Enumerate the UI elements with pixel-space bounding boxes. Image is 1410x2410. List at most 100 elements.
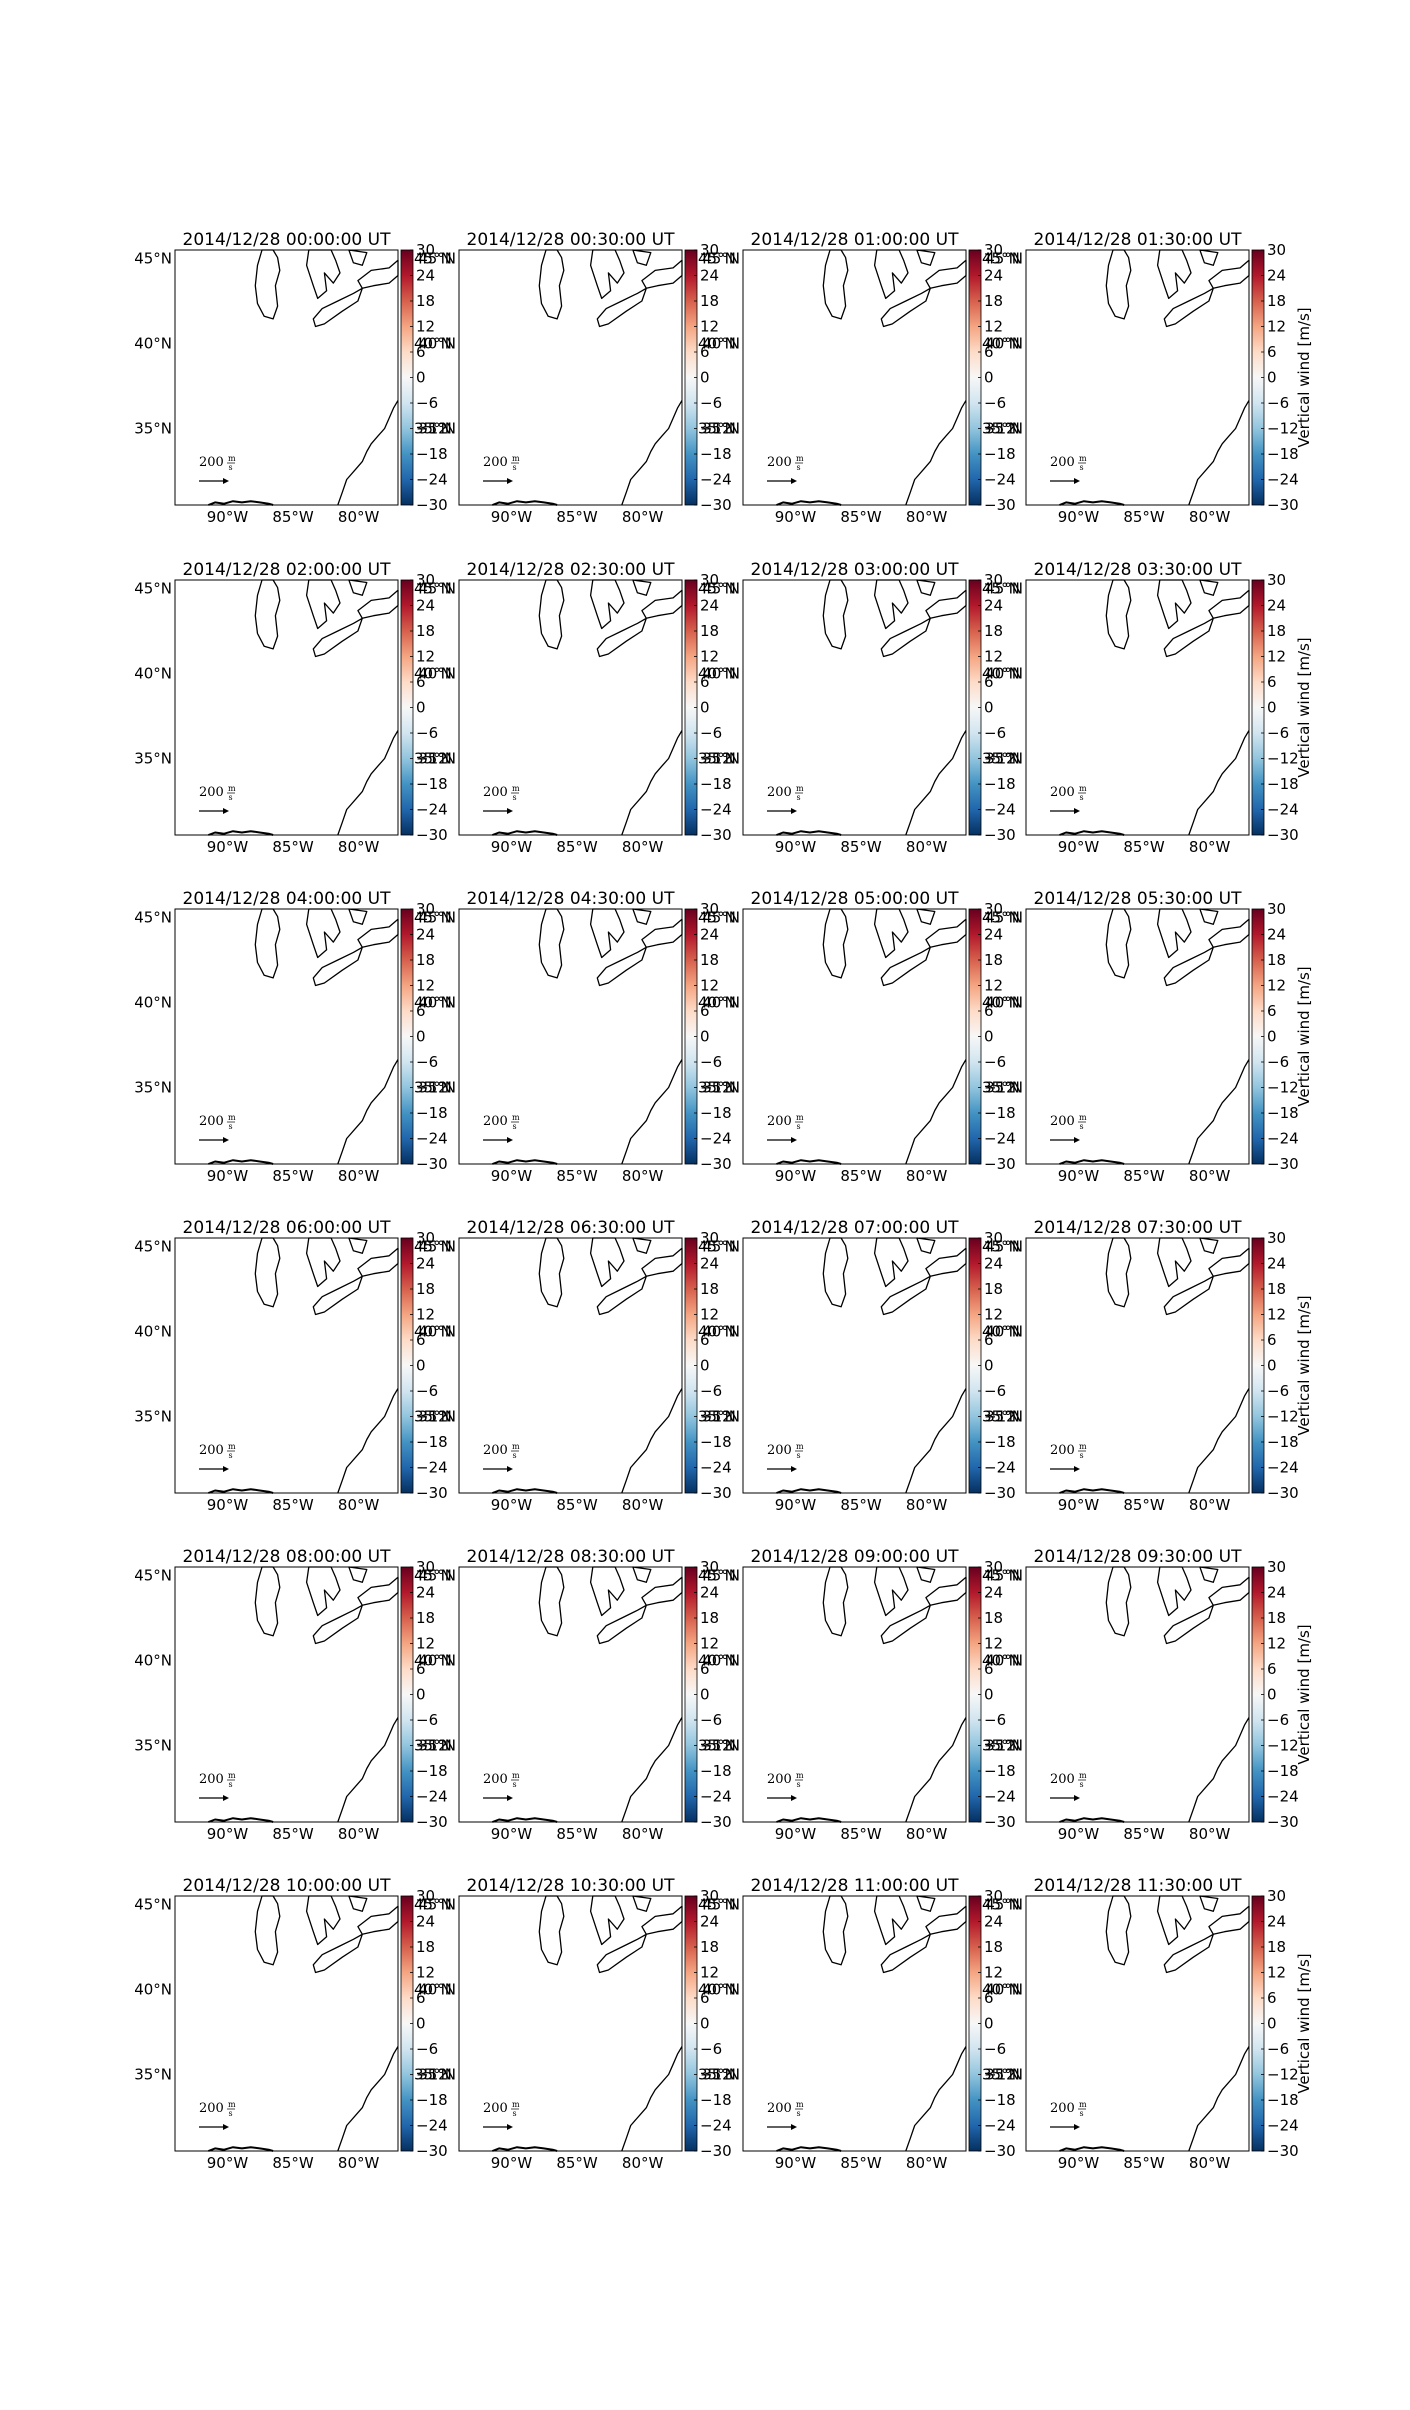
quiver-key-unit-num: m <box>228 1113 236 1122</box>
colorbar-tick-label: 18 <box>416 1609 435 1627</box>
lat-tick-label: 45°N <box>702 250 740 268</box>
colorbar-tick-label: −30 <box>1267 826 1299 844</box>
colorbar-tick-label: 18 <box>700 1280 719 1298</box>
lon-tick-label: 85°W <box>1123 838 1165 856</box>
lat-tick-label: 40°N <box>985 1981 1023 1999</box>
colorbar-tick-label: −24 <box>700 2117 732 2135</box>
colorbar: 30 24 18 12 6 0 −6 −12 −18 −24 −30 <box>400 571 448 844</box>
lat-tick-label: 40°N <box>134 994 172 1012</box>
lat-tick-label-overlap: 40°N <box>698 335 736 353</box>
colorbar-tick-label: −30 <box>984 2142 1016 2160</box>
coastline-map <box>1059 1895 1250 2152</box>
colorbar-tick-label: −6 <box>984 394 1006 412</box>
lat-tick-label: 45°N <box>134 1896 172 1914</box>
quiver-key-unit-num: m <box>1079 1771 1087 1780</box>
colorbar-tick-label: 18 <box>1267 622 1286 640</box>
colorbar-tick-label: 12 <box>416 318 435 336</box>
lon-tick-label: 90°W <box>775 838 817 856</box>
quiver-key-unit-num: m <box>1079 1442 1087 1451</box>
colorbar-tick-label: 18 <box>416 951 435 969</box>
quiver-key-unit-den: s <box>229 1451 233 1460</box>
quiver-key-unit-num: m <box>796 454 804 463</box>
lon-tick-label: 85°W <box>556 508 598 526</box>
coastline-map <box>208 1566 399 1823</box>
colorbar-tick-label: 0 <box>416 369 426 387</box>
quiver-key-value: 200 <box>199 785 224 800</box>
quiver-key-value: 200 <box>199 2101 224 2116</box>
coastline-map <box>492 249 683 506</box>
colorbar-tick-label: −30 <box>700 1484 732 1502</box>
lon-tick-label: 85°W <box>272 1496 314 1514</box>
quiver-key: 200 ms <box>483 1771 520 1801</box>
lon-tick-label: 85°W <box>556 1167 598 1185</box>
lon-tick-label: 90°W <box>1058 838 1100 856</box>
quiver-key: 200 ms <box>483 454 520 484</box>
lat-tick-label: 45°N <box>134 909 172 927</box>
lat-tick-label-overlap: 45°N <box>982 909 1020 927</box>
lat-tick-label-overlap: 40°N <box>414 1323 452 1341</box>
colorbar-tick-label: −18 <box>1267 1104 1299 1122</box>
colorbar-tick-label: 24 <box>416 926 435 944</box>
colorbar-tick-label: 30 <box>984 1887 1003 1905</box>
colorbar: 30 24 18 12 6 0 −6 −12 −18 −24 −30 <box>968 1558 1016 1831</box>
colorbar-tick-label: −24 <box>984 1130 1016 1148</box>
colorbar-tick-label: −24 <box>416 1459 448 1477</box>
map-panel: 2014/12/28 07:00:00 UT 45°N 45°N 40°N 40°N 35… <box>702 1218 1020 1514</box>
colorbar-tick-label: 12 <box>984 1635 1003 1653</box>
quiver-key-unit-den: s <box>229 463 233 472</box>
lon-tick-label: 85°W <box>272 508 314 526</box>
colorbar-tick-label: −12 <box>984 420 1016 438</box>
colorbar-tick-label: 18 <box>416 292 435 310</box>
colorbar-tick-label: −30 <box>416 2142 448 2160</box>
coastline-map <box>776 908 967 1165</box>
colorbar-tick-label: 6 <box>1267 1989 1277 2007</box>
colorbar: 30 24 18 12 6 0 −6 −12 −18 −24 −30 <box>684 1558 732 1831</box>
colorbar-tick-label: −12 <box>984 750 1016 768</box>
map-panel: 2014/12/28 09:30:00 UT 45°N 40°N 35°N 90°W 85… <box>985 1547 1313 1843</box>
colorbar-tick-label: −24 <box>700 471 732 489</box>
colorbar-tick-label: −18 <box>416 1433 448 1451</box>
colorbar-tick-label: −24 <box>984 1459 1016 1477</box>
quiver-key-unit-den: s <box>513 2109 517 2118</box>
colorbar-tick-label: −12 <box>984 1737 1016 1755</box>
map-panel: 2014/12/28 01:30:00 UT 45°N 40°N 35°N 90°W 85… <box>985 230 1313 526</box>
colorbar-tick-label: 18 <box>1267 1938 1286 1956</box>
colorbar-tick-label: −12 <box>700 1737 732 1755</box>
lat-tick-label: 35°N <box>702 420 740 438</box>
colorbar-tick-label: 6 <box>416 1331 426 1349</box>
quiver-key-value: 200 <box>767 1443 792 1458</box>
colorbar-tick-label: 12 <box>416 1306 435 1324</box>
map-axes-frame <box>742 1566 967 1823</box>
map-panel: 2014/12/28 00:30:00 UT 45°N 45°N 40°N 40°N 35… <box>418 230 736 526</box>
map-axes-frame <box>458 1566 683 1823</box>
lat-tick-label: 45°N <box>134 1238 172 1256</box>
lat-tick-label: 35°N <box>702 750 740 768</box>
panel-title: 2014/12/28 00:00:00 UT <box>183 230 392 250</box>
lat-tick-label-overlap: 40°N <box>698 1323 736 1341</box>
coastline-map <box>492 1895 683 2152</box>
map-panel: 2014/12/28 05:30:00 UT 45°N 40°N 35°N 90°W 85… <box>985 889 1313 1185</box>
colorbar-tick-label: 18 <box>984 1609 1003 1627</box>
colorbar-tick-label: 0 <box>1267 369 1277 387</box>
colorbar-tick-label: −30 <box>416 1484 448 1502</box>
panel-title: 2014/12/28 05:30:00 UT <box>1034 889 1243 909</box>
colorbar-tick-label: −6 <box>1267 1711 1289 1729</box>
quiver-key-value: 200 <box>199 1114 224 1129</box>
quiver-key-value: 200 <box>1050 1114 1075 1129</box>
colorbar: 30 24 18 12 6 0 −6 −12 −18 −24 −30 <box>400 1229 448 1502</box>
colorbar-tick-label: 6 <box>984 343 994 361</box>
colorbar-tick-label: −18 <box>984 775 1016 793</box>
colorbar-tick-label: 30 <box>1267 241 1286 259</box>
coastline-map <box>776 1237 967 1494</box>
colorbar-tick-label: −12 <box>1267 1408 1299 1426</box>
colorbar-tick-label: −24 <box>416 2117 448 2135</box>
panel-title: 2014/12/28 01:30:00 UT <box>1034 230 1243 250</box>
colorbar-tick-label: 12 <box>984 1306 1003 1324</box>
colorbar-tick-label: −24 <box>416 801 448 819</box>
colorbar-tick-label: 12 <box>984 648 1003 666</box>
colorbar-tick-label: −18 <box>984 445 1016 463</box>
colorbar-tick-label: 24 <box>1267 1255 1286 1273</box>
panel-title: 2014/12/28 06:30:00 UT <box>467 1218 676 1238</box>
colorbar: 30 24 18 12 6 0 −6 −12 −18 −24 −30 Vertical wind [m… <box>1251 241 1313 514</box>
colorbar-tick-label: 12 <box>700 1964 719 1982</box>
